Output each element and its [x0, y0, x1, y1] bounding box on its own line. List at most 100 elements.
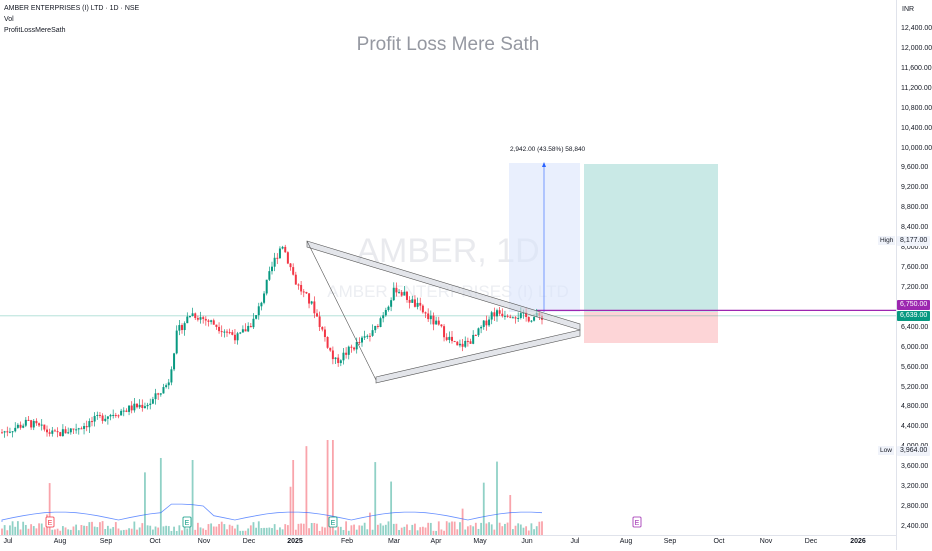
volume-bar	[207, 524, 210, 535]
volume-bar	[40, 523, 43, 535]
candle-body	[199, 317, 202, 320]
candle-body	[432, 315, 435, 325]
candle-body	[511, 317, 514, 319]
time-tick-label: Nov	[197, 538, 211, 545]
volume-bar	[353, 524, 355, 535]
candle-body	[313, 301, 316, 314]
price-tick-label: 5,600.00	[901, 363, 929, 371]
volume-bar	[541, 521, 543, 535]
candle-body	[323, 329, 326, 338]
candle-body	[461, 343, 464, 347]
volume-bar	[231, 525, 234, 535]
candle-body	[395, 287, 398, 293]
candle-body	[331, 350, 334, 360]
candle-body	[527, 317, 530, 322]
candle-body	[252, 318, 255, 328]
volume-bar	[268, 527, 271, 535]
candle-body	[130, 405, 133, 411]
candle-body	[173, 353, 176, 370]
candle-body	[339, 360, 342, 364]
candle-body	[215, 324, 218, 327]
candle-body	[249, 325, 252, 328]
volume-bar	[324, 527, 326, 535]
candle-body	[83, 426, 86, 429]
volume-bar	[300, 523, 303, 535]
volume-bar	[244, 530, 247, 535]
volume-bar	[101, 521, 104, 535]
volume-bar	[331, 440, 334, 535]
volume-bar	[451, 521, 453, 535]
candle-body	[276, 257, 279, 259]
candle-body	[35, 420, 38, 424]
time-tick-label: 2026	[850, 538, 866, 545]
volume-bar	[435, 530, 438, 535]
volume-bar	[61, 526, 64, 535]
candle-body	[533, 317, 536, 321]
price-axis[interactable]: INR 12,400.00 12,000.00 11,600.00 11,200.00…	[896, 0, 932, 550]
volume-bar	[461, 508, 464, 535]
volume-bar	[498, 522, 501, 535]
candle-body	[337, 357, 340, 364]
candle-body	[294, 274, 297, 285]
volume-bar	[48, 483, 51, 535]
volume-legend[interactable]: Vol	[4, 16, 14, 23]
volume-bar	[194, 529, 197, 535]
volume-bar	[252, 522, 255, 535]
candle-body	[257, 306, 260, 316]
stop-zone	[584, 312, 718, 343]
measure-arrowhead	[542, 162, 546, 167]
volume-bar	[337, 526, 340, 535]
candle-body	[67, 432, 70, 434]
candle-body	[64, 429, 67, 434]
time-axis[interactable]: Jul Aug Sep Oct Nov Dec 2025 Feb Mar Apr May Jun Jul…	[0, 535, 896, 551]
candle-body	[302, 291, 305, 293]
volume-bar	[519, 524, 522, 535]
candle-body	[477, 328, 480, 336]
candle-body	[191, 313, 194, 317]
volume-bar	[151, 529, 154, 535]
earnings-icon[interactable]: E	[632, 516, 642, 528]
volume-bar	[535, 526, 538, 535]
volume-bar	[406, 524, 408, 535]
volume-bar	[427, 522, 430, 535]
volume-bar	[432, 530, 435, 535]
candle-body	[281, 246, 284, 249]
candle-body	[480, 326, 483, 329]
candle-body	[413, 299, 416, 307]
chart-area[interactable]: AMBER, 1D AMBER ENTERPRISES (I) LTD E E E E A…	[0, 0, 896, 535]
candle-body	[48, 432, 51, 434]
price-tick-label: 8,800.00	[901, 204, 929, 212]
volume-bar	[239, 530, 242, 535]
symbol-legend[interactable]: AMBER ENTERPRISES (I) LTD · 1D · NSE	[4, 5, 140, 12]
candle-body	[98, 414, 101, 416]
volume-bar	[9, 525, 11, 535]
candle-body	[371, 330, 374, 336]
earnings-icon[interactable]: E	[328, 516, 338, 528]
volume-bar	[255, 527, 258, 535]
volume-bar	[141, 523, 144, 535]
indicator-legend[interactable]: ProfitLossMereSath	[4, 27, 66, 34]
volume-bar	[85, 526, 88, 535]
volume-bar	[162, 526, 165, 535]
volume-bar	[247, 528, 250, 535]
candle-body	[390, 300, 393, 307]
volume-bar	[91, 521, 93, 535]
candle-body	[244, 329, 247, 332]
candle-body	[231, 332, 234, 335]
candle-body	[22, 425, 25, 428]
candle-body	[46, 429, 48, 433]
volume-bar	[133, 521, 136, 535]
volume-bar	[493, 529, 496, 535]
high-label: High	[878, 236, 896, 245]
candle-body	[525, 312, 528, 318]
candle-body	[403, 291, 406, 296]
candle-body	[88, 421, 91, 428]
earnings-icon[interactable]: E	[182, 516, 192, 528]
earnings-icon[interactable]: E	[45, 516, 55, 528]
candle-body	[14, 427, 17, 432]
volume-bar	[51, 529, 54, 535]
low-label: Low	[878, 446, 894, 455]
candle-body	[411, 299, 414, 303]
volume-bar	[281, 529, 284, 535]
